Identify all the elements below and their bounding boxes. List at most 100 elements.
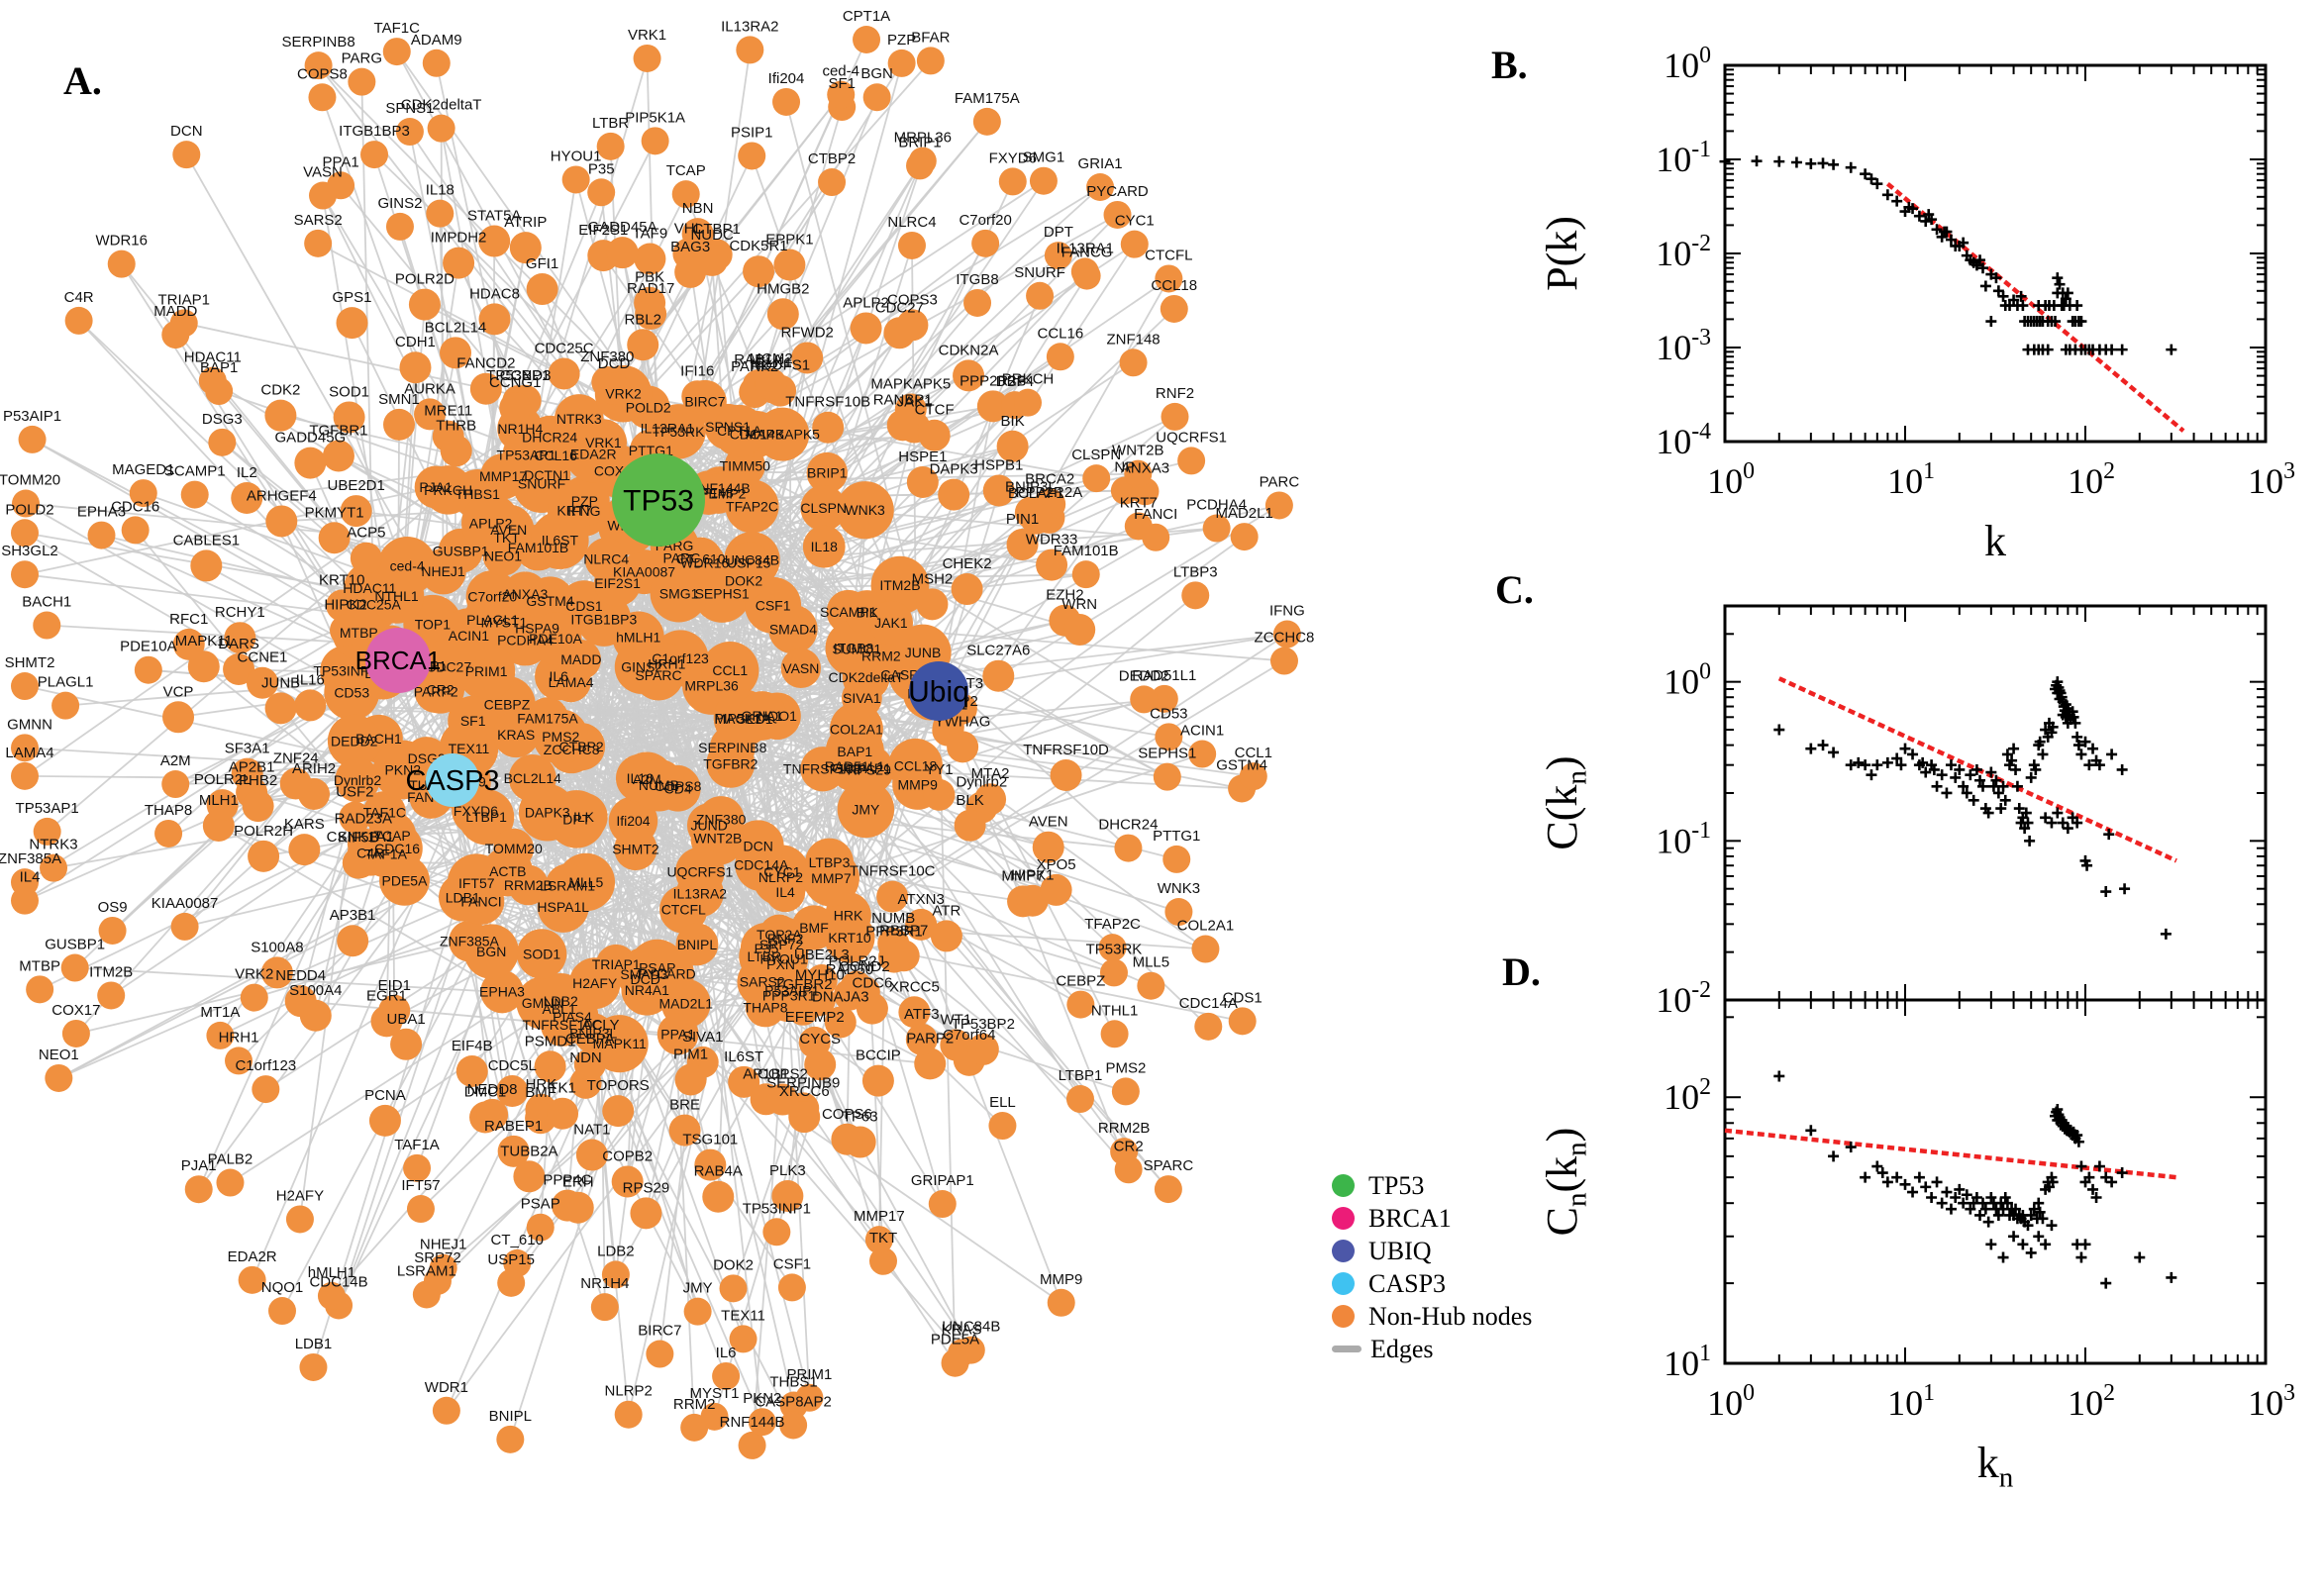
data-point bbox=[2017, 300, 2029, 312]
y-tick-label: 102 bbox=[1664, 1074, 1711, 1117]
B-y-axis-label: P(k) bbox=[1538, 216, 1586, 291]
plot-frame bbox=[1723, 604, 2268, 1002]
data-point bbox=[1982, 1216, 1994, 1228]
data-point bbox=[2103, 829, 2115, 841]
x-tick-label: 100 bbox=[1707, 458, 1755, 501]
data-point bbox=[1817, 157, 1829, 169]
data-point bbox=[1931, 780, 1943, 792]
axis-tick-labels: 100 10-1 10-2 bbox=[1656, 659, 1711, 1020]
y-tick-label: 10-3 bbox=[1656, 325, 1711, 367]
data-point bbox=[2166, 1271, 2177, 1283]
y-tick-label: 10-2 bbox=[1656, 977, 1711, 1020]
legend-item-non-hub-nodes: Non-Hub nodes bbox=[1332, 1300, 1532, 1333]
data-point bbox=[1773, 724, 1785, 736]
legend-item-label: Edges bbox=[1370, 1334, 1434, 1363]
data-point bbox=[1860, 1171, 1871, 1183]
y-tick-label: 10-2 bbox=[1656, 231, 1711, 273]
data-point bbox=[2040, 812, 2052, 824]
data-point bbox=[2134, 1251, 2146, 1263]
legend-node-swatch bbox=[1332, 1240, 1355, 1262]
data-point bbox=[1871, 1160, 1883, 1172]
C-y-axis-label: C(kn) bbox=[1538, 755, 1593, 849]
data-point bbox=[2087, 743, 2099, 754]
network-edge bbox=[748, 165, 921, 563]
legend-item-ubiq: UBIQ bbox=[1332, 1235, 1532, 1267]
data-point bbox=[2100, 886, 2112, 898]
data-point bbox=[2166, 344, 2177, 355]
legend-item-label: TP53 bbox=[1368, 1170, 1425, 1200]
network-edge bbox=[666, 179, 1045, 430]
network-edge bbox=[856, 697, 1164, 731]
data-point bbox=[1871, 759, 1883, 771]
data-point bbox=[1920, 766, 1932, 778]
data-point bbox=[1913, 1171, 1925, 1183]
legend-item-edges: Edges bbox=[1332, 1333, 1532, 1365]
D-y-axis-label: Cn(kn) bbox=[1538, 1128, 1593, 1237]
data-point bbox=[2071, 300, 2083, 312]
scatter-points bbox=[1719, 155, 2177, 355]
network-edge bbox=[938, 690, 1130, 1170]
data-point bbox=[1845, 759, 1857, 771]
D-x-axis-label: kn bbox=[1977, 1439, 2014, 1494]
legend-item-tp53: TP53 bbox=[1332, 1169, 1532, 1202]
data-point bbox=[1828, 158, 1840, 170]
data-point bbox=[1907, 1186, 1919, 1198]
data-point bbox=[1968, 794, 1979, 806]
x-tick-label: 102 bbox=[2068, 458, 2115, 501]
network-edge bbox=[831, 752, 1203, 879]
network-edge bbox=[709, 914, 850, 1165]
plot-frame bbox=[1723, 998, 2268, 1365]
axis-ticks bbox=[1724, 64, 2267, 443]
legend-edge-swatch bbox=[1332, 1346, 1362, 1352]
axis-ticks bbox=[1724, 1000, 2267, 1364]
data-point bbox=[1979, 280, 1991, 292]
network-edge bbox=[916, 537, 1157, 676]
x-tick-label: 103 bbox=[2248, 1380, 2295, 1423]
network-edge bbox=[566, 885, 699, 1312]
data-point bbox=[1845, 161, 1857, 173]
y-tick-label: 101 bbox=[1664, 1341, 1711, 1383]
axis-ticks bbox=[1724, 605, 2267, 1001]
data-point bbox=[1817, 740, 1829, 751]
data-point bbox=[1920, 1181, 1932, 1193]
legend-node-swatch bbox=[1332, 1305, 1355, 1328]
x-tick-label: 100 bbox=[1707, 1380, 1755, 1423]
x-tick-label: 103 bbox=[2248, 458, 2295, 501]
data-point bbox=[1941, 787, 1953, 799]
x-tick-label: 101 bbox=[1887, 458, 1935, 501]
y-tick-label: 100 bbox=[1664, 659, 1711, 702]
data-point bbox=[1828, 747, 1840, 758]
legend-item-label: Non-Hub nodes bbox=[1368, 1301, 1533, 1331]
legend-item-label: CASP3 bbox=[1368, 1268, 1447, 1298]
network-edge bbox=[600, 192, 625, 394]
data-point bbox=[2025, 1247, 2037, 1258]
legend-item-label: BRCA1 bbox=[1368, 1203, 1452, 1233]
network-edge bbox=[174, 334, 454, 781]
x-tick-label: 101 bbox=[1887, 1380, 1935, 1423]
non-hub-nodes-layer bbox=[11, 26, 1301, 1459]
data-point bbox=[1773, 155, 1785, 167]
data-point bbox=[1985, 316, 1997, 328]
x-tick-label: 102 bbox=[2068, 1380, 2115, 1423]
data-point bbox=[2106, 344, 2118, 355]
data-point bbox=[2040, 1239, 2052, 1250]
data-point bbox=[2075, 1251, 2087, 1263]
network-edge bbox=[360, 81, 375, 605]
data-point bbox=[1985, 1239, 1997, 1250]
data-point bbox=[2052, 272, 2064, 284]
data-point bbox=[1805, 743, 1817, 754]
data-point bbox=[1936, 1197, 1948, 1209]
plot-frame bbox=[1723, 63, 2268, 444]
y-tick-label: 100 bbox=[1664, 43, 1711, 85]
network-edge bbox=[253, 845, 758, 999]
data-point bbox=[1828, 1150, 1840, 1162]
panel-c-label: C. bbox=[1495, 567, 1534, 612]
data-point bbox=[1926, 1191, 1938, 1203]
data-point bbox=[2042, 344, 2054, 355]
legend-item-casp3: CASP3 bbox=[1332, 1267, 1532, 1300]
data-point bbox=[1881, 189, 1893, 201]
